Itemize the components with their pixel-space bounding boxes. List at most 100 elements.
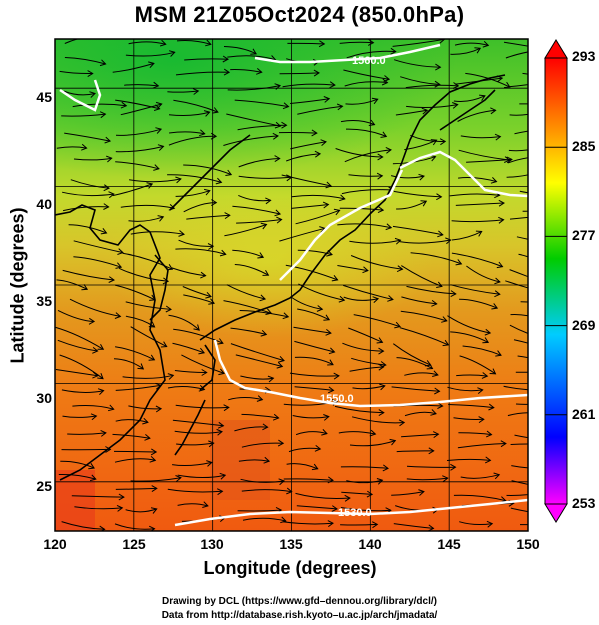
streamline xyxy=(61,521,105,530)
streamline-arrow xyxy=(366,490,374,498)
streamline xyxy=(392,39,445,47)
streamline-arrow xyxy=(278,478,285,486)
streamline xyxy=(171,267,206,277)
streamline xyxy=(240,478,285,483)
colorbar-bottom-arrow xyxy=(544,503,568,523)
streamline-arrow xyxy=(380,131,388,138)
streamline-arrow xyxy=(455,259,463,266)
contour-1540 xyxy=(399,150,528,198)
streamline-arrow xyxy=(282,102,290,110)
streamline-arrow xyxy=(327,386,335,394)
contour-1560b xyxy=(213,339,528,408)
streamline-arrow xyxy=(490,107,497,115)
streamline xyxy=(451,219,504,223)
streamline xyxy=(343,284,394,300)
streamline xyxy=(288,447,321,453)
streamline xyxy=(240,375,274,380)
streamline-arrow xyxy=(263,456,271,464)
streamline xyxy=(177,503,209,507)
streamline-arrow xyxy=(99,111,107,119)
streamline xyxy=(125,51,175,57)
y-tick-label: 40 xyxy=(36,196,52,212)
streamline-arrow xyxy=(323,414,330,421)
streamline-arrow xyxy=(257,252,265,259)
y-tick-label: 30 xyxy=(36,390,52,406)
streamline-arrow xyxy=(148,354,156,361)
streamline xyxy=(351,416,405,424)
streamline xyxy=(508,84,528,88)
streamline-arrow xyxy=(165,305,172,313)
streamline xyxy=(344,81,388,87)
streamline-arrow xyxy=(200,271,207,279)
streamline xyxy=(230,343,285,362)
streamline-arrow xyxy=(205,291,212,299)
streamline-arrow xyxy=(274,155,281,163)
streamline-arrow xyxy=(157,144,165,151)
y-tick-label: 25 xyxy=(36,478,52,494)
streamline xyxy=(462,345,502,356)
streamline xyxy=(294,340,335,353)
streamline-arrow xyxy=(89,91,96,98)
streamline xyxy=(518,253,528,258)
streamline-arrow xyxy=(537,47,542,53)
streamline xyxy=(61,389,104,393)
streamline-arrow xyxy=(329,81,336,89)
colorbar-tick-label: 253 xyxy=(572,495,596,511)
streamline xyxy=(172,461,212,467)
streamline xyxy=(339,41,374,44)
streamline xyxy=(176,40,211,45)
streamline-arrow xyxy=(108,191,115,199)
streamline xyxy=(176,442,214,446)
streamline-arrow xyxy=(544,511,549,517)
streamline-arrow xyxy=(274,121,282,129)
streamline-arrow xyxy=(155,405,163,413)
streamline-arrow xyxy=(376,172,384,180)
streamline xyxy=(128,41,166,45)
streamline-arrow xyxy=(260,329,268,337)
streamline-arrow xyxy=(437,230,444,238)
streamline xyxy=(406,104,458,109)
streamline xyxy=(287,42,325,45)
streamline-arrow xyxy=(394,237,402,245)
streamline-arrow xyxy=(323,314,331,321)
streamline-arrow xyxy=(208,298,216,305)
streamline xyxy=(522,210,528,212)
streamline xyxy=(237,509,282,512)
streamline-arrow xyxy=(328,347,336,355)
streamline-arrow xyxy=(155,101,163,109)
streamline xyxy=(503,385,528,391)
streamline xyxy=(238,459,270,462)
streamline-arrow xyxy=(435,63,442,71)
streamline xyxy=(335,148,383,158)
streamline-arrow xyxy=(494,543,499,549)
streamline xyxy=(227,85,281,91)
streamline xyxy=(515,403,528,405)
streamline xyxy=(459,521,493,526)
x-tick-label: 145 xyxy=(437,536,461,552)
streamline-arrow xyxy=(537,483,543,489)
streamline xyxy=(130,477,181,482)
x-tick-label: 140 xyxy=(358,536,382,552)
streamline xyxy=(64,132,111,142)
streamline xyxy=(182,286,212,298)
streamline-arrow xyxy=(274,83,282,90)
streamline-arrow xyxy=(344,494,351,502)
streamline xyxy=(71,495,124,498)
streamline xyxy=(341,491,373,495)
streamline xyxy=(507,412,528,417)
streamline xyxy=(181,354,225,374)
streamline xyxy=(125,301,172,310)
coastline-sakhalin xyxy=(439,89,496,131)
streamline xyxy=(241,442,284,448)
streamline xyxy=(391,491,424,496)
coastline-japan xyxy=(199,74,506,341)
streamline xyxy=(62,269,115,281)
streamline-arrow xyxy=(218,368,226,376)
streamline-arrow xyxy=(267,375,275,383)
streamline-arrow xyxy=(175,475,182,482)
streamline-arrow xyxy=(150,507,158,514)
streamline-arrow xyxy=(441,316,448,323)
streamline-arrow xyxy=(311,463,319,471)
streamline-arrow xyxy=(381,78,389,86)
streamline-arrow xyxy=(327,520,334,528)
